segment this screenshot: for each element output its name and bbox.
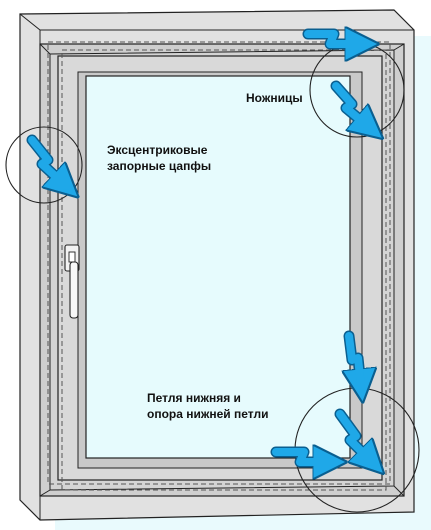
callout-circle-eccentric bbox=[5, 126, 83, 204]
label-eccentric-line2: запорные цапфы bbox=[107, 159, 211, 173]
hardware-dashed-line bbox=[61, 49, 387, 491]
blue-double-arrow-icon bbox=[349, 330, 361, 386]
label-eccentric-line1: Эксцентриковые bbox=[107, 143, 208, 157]
frame-edge bbox=[39, 489, 51, 497]
label-scissors: Ножницы bbox=[246, 91, 303, 105]
hardware-dashed-line bbox=[47, 41, 391, 485]
blue-double-arrow-icon bbox=[302, 34, 362, 44]
blue-double-arrow-icon bbox=[330, 80, 370, 128]
wall-edge bbox=[19, 13, 41, 31]
blue-double-arrow-icon bbox=[334, 408, 372, 462]
glass-pane bbox=[85, 75, 351, 459]
label-hinge-line2: опора нижней петли bbox=[147, 407, 269, 421]
frame-edge bbox=[393, 485, 405, 497]
label-hinge-line1: Петля нижняя и bbox=[147, 391, 241, 405]
frame-edge bbox=[393, 43, 405, 51]
window-handle-icon bbox=[64, 244, 80, 319]
blue-double-arrow-icon bbox=[26, 134, 66, 186]
blue-double-arrow-icon bbox=[270, 452, 330, 462]
frame-edge bbox=[39, 43, 51, 55]
